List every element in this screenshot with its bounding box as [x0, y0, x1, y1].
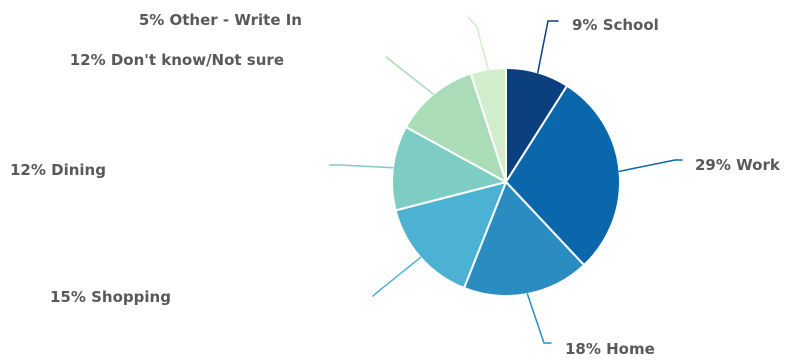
leader-line-home [526, 293, 552, 344]
leader-line-other-write-in [467, 16, 489, 71]
leader-line-school [537, 20, 559, 74]
slice-label-school: 9% School [572, 16, 659, 34]
leader-line-dining [329, 164, 394, 169]
slice-label-work: 29% Work [695, 156, 781, 174]
slice-label-home: 18% Home [565, 340, 655, 358]
slice-label-other-write-in: 5% Other - Write In [139, 11, 302, 29]
slice-label-dining: 12% Dining [10, 161, 106, 179]
slice-label-don-t-know-not-sure: 12% Don't know/Not sure [70, 51, 284, 69]
pie-slices [391, 67, 621, 297]
slice-label-shopping: 15% Shopping [50, 288, 171, 306]
leader-lines [329, 16, 683, 344]
leader-line-shopping [372, 256, 422, 297]
leader-line-work [618, 159, 683, 173]
leader-line-don-t-know-not-sure [385, 56, 435, 95]
slice-labels: 9% School 29% Work 18% Home 15% Shopping 12%… [10, 11, 781, 358]
